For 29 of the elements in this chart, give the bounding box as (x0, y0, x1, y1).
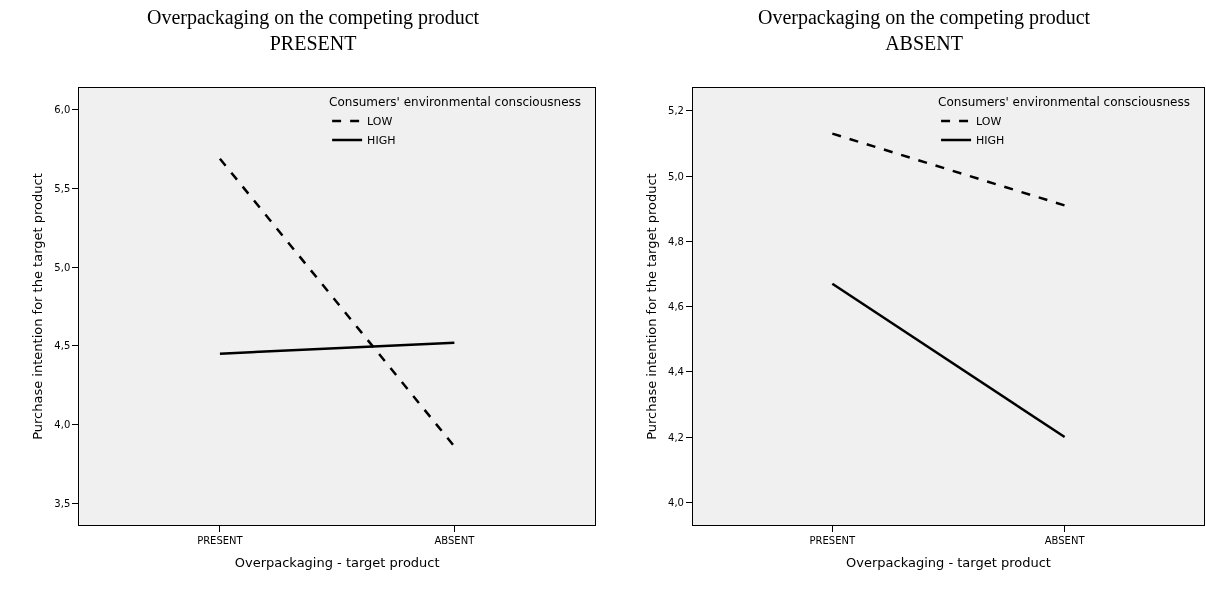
legend-title: Consumers' environmental consciousness (938, 95, 1190, 110)
x-tick-label: PRESENT (809, 535, 856, 547)
y-tick-label: 4,4 (668, 366, 684, 378)
x-tick-label: ABSENT (1044, 535, 1086, 547)
legend-label: HIGH (367, 134, 396, 148)
x-tick-label: PRESENT (197, 535, 244, 547)
y-tick-label: 4,0 (54, 418, 71, 430)
y-axis-title: Purchase intention for the target product (644, 173, 660, 440)
x-axis-title: Overpackaging - target product (234, 554, 440, 570)
y-tick-label: 4,2 (668, 431, 684, 443)
chart-title: Overpackaging on the competing product PRESENT (147, 6, 480, 54)
y-tick-label: 4,6 (668, 301, 684, 313)
x-axis-title: Overpackaging - target product (846, 554, 1051, 570)
legend-title: Consumers' environmental consciousness (329, 95, 582, 110)
x-tick-label: ABSENT (434, 535, 476, 547)
y-tick-label: 5,5 (54, 183, 71, 195)
y-axis-title: Purchase intention for the target product (30, 173, 46, 440)
y-tick-label: 5,0 (54, 261, 71, 273)
y-tick-label: 5,2 (668, 105, 684, 117)
legend-label: HIGH (976, 134, 1005, 148)
y-tick-label: 4,0 (668, 496, 684, 508)
y-tick-label: 6,0 (54, 104, 71, 116)
y-tick-label: 4,8 (668, 235, 684, 247)
y-tick-label: 3,5 (54, 497, 71, 509)
chart-title: Overpackaging on the competing product ABSENT (758, 6, 1091, 54)
legend-label: LOW (367, 115, 393, 129)
y-tick-label: 4,5 (54, 340, 71, 352)
legend-label: LOW (976, 115, 1002, 129)
y-tick-label: 5,0 (668, 170, 684, 182)
